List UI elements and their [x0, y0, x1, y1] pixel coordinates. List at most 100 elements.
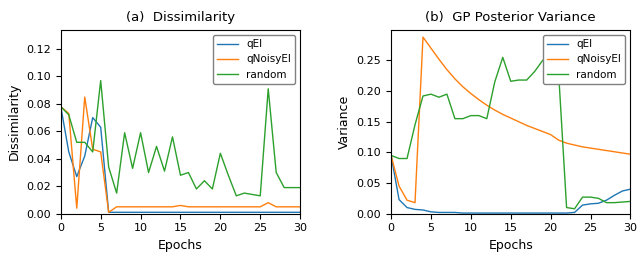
random	[387, 154, 395, 157]
random	[248, 193, 256, 196]
random	[257, 194, 264, 197]
qEI	[145, 211, 152, 214]
random	[193, 188, 200, 191]
qEI	[105, 211, 113, 214]
random	[563, 206, 570, 209]
qEI	[491, 212, 499, 215]
qNoisyEI	[627, 153, 634, 156]
random	[121, 131, 129, 134]
qEI	[216, 211, 224, 214]
Line: qNoisyEI: qNoisyEI	[391, 37, 630, 203]
qNoisyEI	[611, 150, 618, 153]
qNoisyEI	[467, 92, 475, 95]
qEI	[280, 211, 288, 214]
qNoisyEI	[547, 133, 554, 136]
qEI	[427, 210, 435, 213]
qEI	[121, 211, 129, 214]
qNoisyEI	[193, 205, 200, 208]
random	[209, 188, 216, 191]
random	[280, 186, 288, 189]
qEI	[200, 211, 208, 214]
qEI	[89, 116, 97, 119]
Title: (b)  GP Posterior Variance: (b) GP Posterior Variance	[426, 11, 596, 24]
qEI	[627, 188, 634, 191]
qEI	[467, 212, 475, 215]
qNoisyEI	[216, 205, 224, 208]
random	[531, 70, 538, 73]
qNoisyEI	[241, 205, 248, 208]
qEI	[169, 211, 177, 214]
random	[216, 152, 224, 155]
qNoisyEI	[209, 205, 216, 208]
qEI	[387, 154, 395, 157]
random	[137, 131, 145, 134]
random	[65, 113, 72, 117]
qEI	[459, 212, 467, 215]
random	[427, 92, 435, 96]
random	[611, 201, 618, 204]
qEI	[451, 211, 459, 214]
qEI	[248, 211, 256, 214]
Y-axis label: Dissimilarity: Dissimilarity	[8, 83, 20, 160]
qEI	[73, 175, 81, 178]
qNoisyEI	[419, 35, 427, 39]
qNoisyEI	[57, 105, 65, 108]
qNoisyEI	[137, 205, 145, 208]
qNoisyEI	[225, 205, 232, 208]
random	[145, 171, 152, 174]
qNoisyEI	[177, 204, 184, 207]
random	[161, 170, 168, 173]
random	[483, 117, 491, 120]
qEI	[273, 211, 280, 214]
random	[57, 105, 65, 108]
qNoisyEI	[288, 205, 296, 208]
qNoisyEI	[280, 205, 288, 208]
qNoisyEI	[65, 112, 72, 115]
qEI	[296, 211, 304, 214]
random	[547, 53, 554, 56]
qEI	[209, 211, 216, 214]
qNoisyEI	[257, 205, 264, 208]
qNoisyEI	[491, 109, 499, 112]
qNoisyEI	[563, 142, 570, 145]
qEI	[57, 105, 65, 108]
random	[129, 167, 136, 170]
qEI	[184, 211, 192, 214]
qEI	[403, 206, 411, 209]
qNoisyEI	[248, 205, 256, 208]
qNoisyEI	[507, 117, 515, 120]
qEI	[113, 211, 120, 214]
qNoisyEI	[403, 199, 411, 202]
qEI	[232, 211, 240, 214]
random	[595, 197, 602, 200]
random	[264, 87, 272, 90]
qEI	[193, 211, 200, 214]
random	[396, 157, 403, 160]
qEI	[611, 194, 618, 197]
qEI	[241, 211, 248, 214]
random	[467, 114, 475, 117]
Y-axis label: Variance: Variance	[338, 95, 351, 149]
random	[475, 114, 483, 117]
random	[555, 71, 563, 74]
X-axis label: Epochs: Epochs	[158, 239, 203, 252]
qEI	[579, 204, 586, 207]
Line: random: random	[61, 81, 300, 196]
random	[403, 157, 411, 160]
qNoisyEI	[129, 205, 136, 208]
random	[435, 96, 443, 99]
qNoisyEI	[153, 205, 161, 208]
random	[507, 80, 515, 83]
random	[443, 92, 451, 96]
qNoisyEI	[89, 148, 97, 151]
random	[539, 59, 547, 62]
qNoisyEI	[113, 205, 120, 208]
qNoisyEI	[451, 77, 459, 80]
qEI	[435, 211, 443, 214]
Line: qEI: qEI	[391, 155, 630, 213]
random	[288, 186, 296, 189]
qNoisyEI	[121, 205, 129, 208]
Line: random: random	[391, 54, 630, 209]
random	[232, 194, 240, 197]
qNoisyEI	[523, 124, 531, 127]
